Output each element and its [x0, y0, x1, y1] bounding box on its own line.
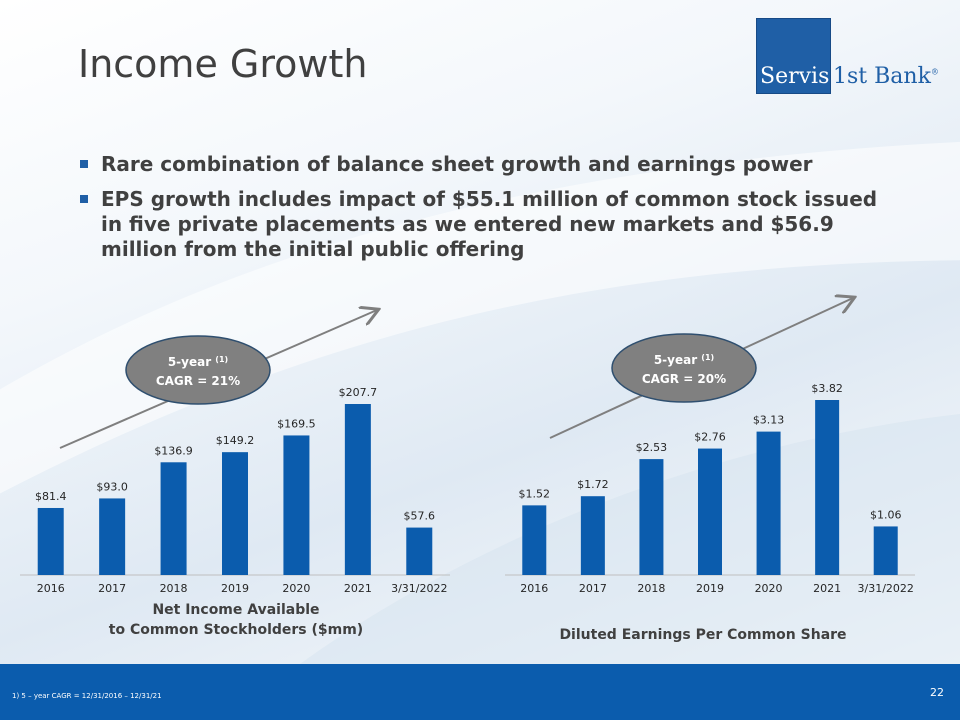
chart-caption: Diluted Earnings Per Common Share — [559, 627, 846, 643]
bar-2020 — [756, 431, 781, 575]
category-label: 2020 — [282, 582, 310, 595]
cagr-label-line2: CAGR = 20% — [642, 372, 726, 386]
chart-caption: Net Income Available — [152, 602, 319, 618]
bar-2019 — [698, 448, 722, 575]
category-label: 3/31/2022 — [858, 582, 914, 595]
bar-2017 — [99, 498, 126, 575]
data-label: $1.72 — [577, 478, 609, 491]
data-label: $57.6 — [404, 510, 436, 523]
bullet-list: Rare combination of balance sheet growth… — [78, 152, 898, 272]
cagr-label-line2: CAGR = 21% — [156, 374, 240, 388]
data-label: $81.4 — [35, 490, 66, 503]
servisfirst-bank-logo: Servis 1st Bank® — [756, 18, 941, 94]
cagr-ellipse — [611, 333, 757, 403]
bar-3-31-2022 — [406, 527, 433, 575]
footnote: 1) 5 – year CAGR = 12/31/2016 – 12/31/21 — [12, 692, 162, 700]
bullet-text: Rare combination of balance sheet growth… — [101, 152, 813, 176]
data-label: $3.82 — [811, 382, 843, 395]
bar-2021 — [815, 400, 840, 575]
logo-box — [756, 18, 831, 94]
eps-chart: $1.52 2016 $1.72 2017 $2.53 2018 $2.76 2019 $3.1… — [505, 290, 915, 643]
bullet-item: Rare combination of balance sheet growth… — [78, 152, 898, 177]
data-label: $2.53 — [636, 441, 668, 454]
page-title: Income Growth — [78, 42, 368, 86]
bar-2021 — [344, 404, 371, 575]
category-label: 2017 — [579, 582, 607, 595]
bar-2016 — [37, 507, 64, 575]
category-label: 2018 — [637, 582, 665, 595]
data-label: $149.2 — [216, 434, 255, 447]
bullet-square-icon — [80, 195, 88, 203]
data-label: $1.52 — [519, 487, 551, 500]
registered-mark: ® — [930, 67, 939, 77]
category-label: 2018 — [160, 582, 188, 595]
logo-text-bank: 1st Bank® — [833, 64, 939, 89]
data-label: $3.13 — [753, 414, 785, 427]
bullet-text: EPS growth includes impact of $55.1 mill… — [101, 187, 878, 261]
bar-2018 — [639, 459, 664, 575]
logo-text-bank-name: 1st Bank — [833, 64, 931, 89]
chart-caption: to Common Stockholders ($mm) — [109, 622, 363, 638]
category-label: 2019 — [221, 582, 249, 595]
bar-3-31-2022 — [873, 526, 898, 575]
bar-2017 — [580, 496, 605, 575]
bullet-item: EPS growth includes impact of $55.1 mill… — [78, 187, 898, 262]
category-label: 3/31/2022 — [391, 582, 447, 595]
bar-2018 — [160, 462, 187, 575]
bullet-square-icon — [80, 160, 88, 168]
net-income-chart: $81.4 2016 $93.0 2017 $136.9 2018 $149.2 2019 $1… — [20, 290, 450, 638]
category-label: 2016 — [37, 582, 65, 595]
category-label: 2021 — [813, 582, 841, 595]
bar-2020 — [283, 435, 310, 575]
data-label: $1.06 — [870, 508, 902, 521]
category-label: 2020 — [755, 582, 783, 595]
data-label: $2.76 — [694, 431, 726, 444]
footer-bar: 1) 5 – year CAGR = 12/31/2016 – 12/31/21… — [0, 664, 960, 720]
category-label: 2017 — [98, 582, 126, 595]
logo-text-servis: Servis — [760, 64, 830, 89]
data-label: $169.5 — [277, 417, 316, 430]
data-label: $93.0 — [96, 480, 128, 493]
data-label: $136.9 — [154, 444, 193, 457]
bar-2019 — [222, 452, 248, 575]
bar-2016 — [522, 505, 547, 575]
category-label: 2019 — [696, 582, 724, 595]
category-label: 2016 — [520, 582, 548, 595]
cagr-label-line1: 5-year (1) — [168, 355, 228, 369]
category-label: 2021 — [344, 582, 372, 595]
cagr-label-line1: 5-year (1) — [654, 353, 714, 367]
data-label: $207.7 — [339, 386, 378, 399]
page-number: 22 — [930, 686, 944, 699]
cagr-ellipse — [125, 335, 271, 405]
